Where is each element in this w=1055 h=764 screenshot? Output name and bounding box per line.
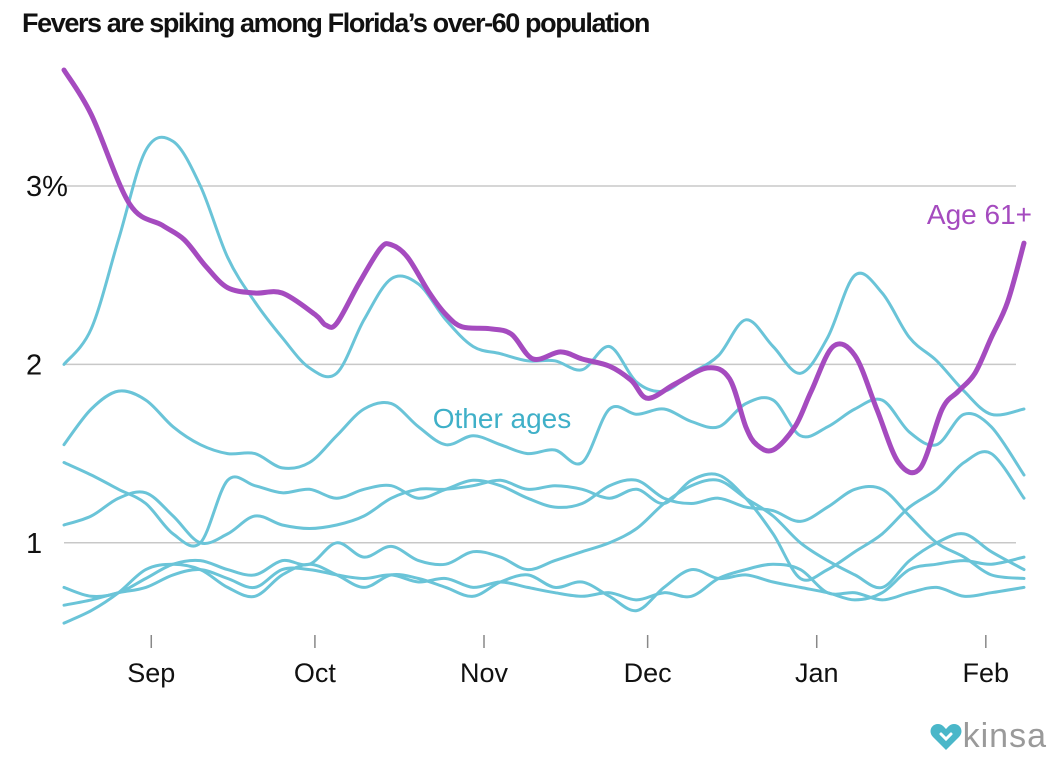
x-tick-label: Dec [624,658,672,688]
series-line-other-3 [62,461,1026,580]
x-tick-label: Sep [127,658,175,688]
age-61-plus-series [61,67,1027,476]
series-line-other-5 [62,478,1026,599]
y-tick-label: 1 [26,528,42,560]
series-line-other-6 [62,555,1026,625]
annotation-age-61-plus: Age 61+ [927,199,1032,230]
heart-icon [930,723,962,750]
other-ages-series [62,135,1026,625]
x-tick-label: Nov [460,658,509,688]
x-tick-label: Oct [294,658,337,688]
chart-title: Fevers are spiking among Florida’s over-… [22,8,650,38]
brand-name: kinsa [962,717,1047,755]
series-line-other-1 [62,135,1026,417]
axis-ticks: 1 2 3% Sep Oct Nov Dec Jan Feb [26,171,1009,688]
x-tick-label: Feb [963,658,1010,688]
y-tick-label: 2 [26,349,42,381]
kinsa-logo: kinsa [929,717,1047,756]
annotation-other-ages: Other ages [433,403,572,434]
series-line-other-4 [62,450,1026,582]
x-tick-label: Jan [795,658,839,688]
series-line-other-7 [62,562,1026,607]
series-line-age-61-plus [61,67,1027,476]
series-line-other-2 [62,389,1026,477]
y-tick-label: 3% [26,171,68,203]
